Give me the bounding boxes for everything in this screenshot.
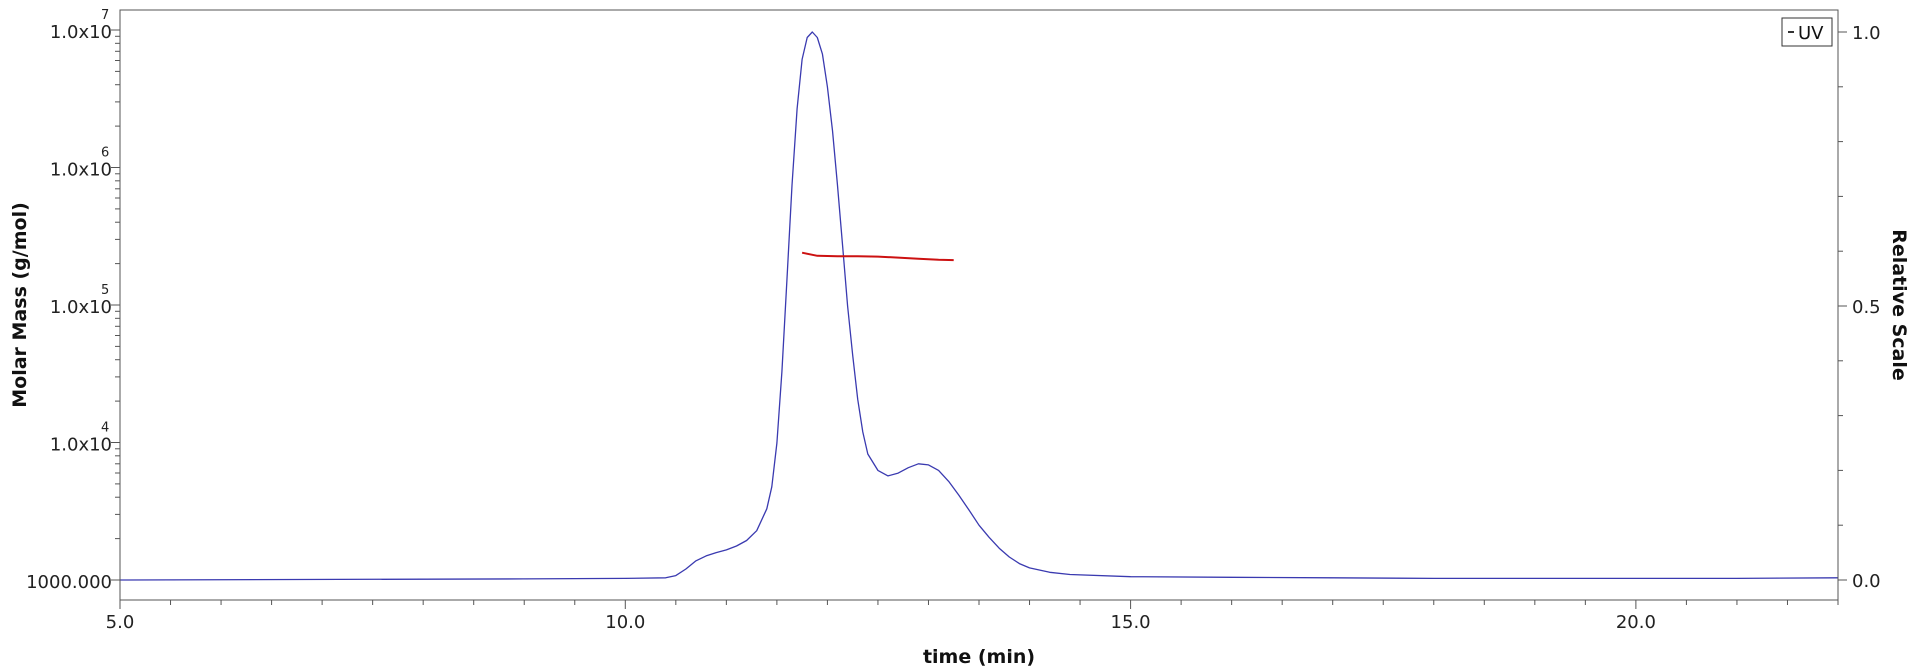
y-left-tick-label: 1.0x10 [50, 22, 112, 43]
y-right-tick-label: 0.0 [1852, 571, 1881, 592]
uv-series-line [119, 31, 1839, 581]
legend: UV [1781, 17, 1833, 47]
molar-mass-series-line [801, 251, 954, 262]
x-tick-label: 15.0 [1111, 612, 1151, 633]
x-tick-label: 20.0 [1616, 612, 1656, 633]
y-right-tick-label: 0.5 [1852, 297, 1881, 318]
y-left-tick-label: 1.0x10 [50, 297, 112, 318]
legend-label: UV [1798, 23, 1824, 44]
y-left-tick-exponent: 7 [101, 8, 109, 23]
y-left-tick-label: 1.0x10 [50, 435, 112, 456]
y-right-axis-title: Relative Scale [1888, 229, 1910, 381]
x-tick-labels: 5.0 10.0 15.0 20.0 [106, 612, 1656, 633]
y-right-tick-labels: 0.0 0.5 1.0 [1852, 23, 1881, 592]
tick-marks [111, 29, 1847, 609]
y-left-tick-exponent: 6 [101, 146, 109, 161]
y-left-tick-exponent: 4 [101, 421, 109, 436]
x-tick-label: 10.0 [605, 612, 645, 633]
plot-frame [119, 9, 1839, 601]
y-left-axis-title: Molar Mass (g/mol) [9, 202, 31, 408]
y-left-tick-label: 1.0x10 [50, 160, 112, 181]
y-left-tick-label: 1000.000 [26, 572, 112, 593]
y-right-tick-label: 1.0 [1852, 23, 1881, 44]
x-axis-title: time (min) [923, 646, 1035, 668]
series-layer [119, 31, 1839, 581]
x-tick-label: 5.0 [106, 612, 135, 633]
y-left-tick-exponent: 5 [101, 283, 109, 298]
